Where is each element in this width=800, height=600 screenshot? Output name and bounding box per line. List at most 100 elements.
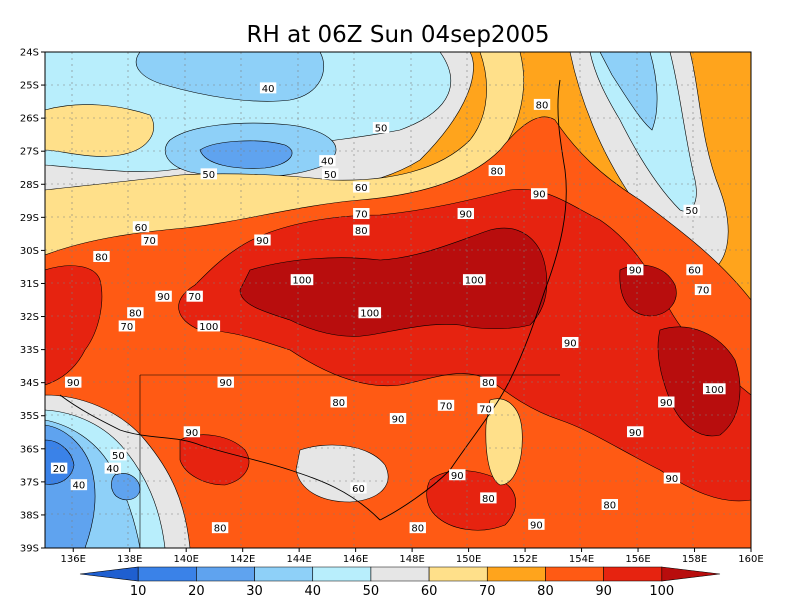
contour-label: 80 — [603, 501, 616, 512]
contour-label: 70 — [697, 286, 710, 297]
contour-label: 100 — [199, 322, 218, 333]
rh-band-50-east — [589, 52, 697, 212]
y-tick-label: 33S — [20, 345, 39, 356]
contour-label-box — [627, 426, 644, 438]
colorbar-label: 40 — [304, 584, 321, 599]
x-tick-label: 146E — [343, 554, 368, 565]
contour-label: 80 — [490, 167, 503, 178]
contour-label-box — [528, 518, 545, 530]
rh-patch-100-ne — [619, 264, 677, 317]
rh-band-70-left — [45, 104, 155, 157]
contour-label: 90 — [629, 428, 642, 439]
colorbar-label: 80 — [537, 584, 554, 599]
colorbar: 10 20 30 40 50 60 70 80 90 100 — [79, 566, 721, 599]
y-tick-label: 29S — [20, 213, 39, 224]
contour-label: 80 — [214, 524, 227, 535]
contour-label: 90 — [157, 292, 170, 303]
x-tick-label: 142E — [230, 554, 255, 565]
y-tick-label: 32S — [20, 312, 39, 323]
contour-label: 40 — [106, 464, 119, 475]
rh-patch-30 — [199, 140, 293, 169]
contour-label: 70 — [143, 236, 156, 247]
contour-label: 90 — [256, 236, 269, 247]
y-tick-label: 31S — [20, 279, 39, 290]
contour-label: 60 — [135, 223, 148, 234]
contour-label: 90 — [219, 378, 232, 389]
rh-patch-100-east — [657, 326, 741, 437]
contour-label: 70 — [355, 210, 368, 221]
state-border — [139, 374, 560, 548]
contour-label-box — [65, 376, 82, 388]
contour-label-box — [104, 462, 121, 474]
colorbar-swatch — [79, 566, 139, 582]
x-tick-label: 140E — [173, 554, 198, 565]
map-border — [44, 51, 752, 549]
contour-label-box — [480, 492, 497, 504]
x-tick-label: 150E — [456, 554, 481, 565]
contour-label-box — [457, 208, 474, 220]
contour-label-box — [658, 396, 675, 408]
x-tick-label: 160E — [738, 554, 763, 565]
contour-label: 100 — [360, 309, 379, 320]
contour-label: 90 — [185, 428, 198, 439]
rh-patch-30-b — [111, 473, 141, 501]
map-frame: 40 50 40 50 50 60 60 70 70 80 90 90 80 90 80 50 80 90 70 80… — [44, 51, 752, 549]
contour-label-box — [358, 307, 382, 319]
colorbar-swatch — [196, 566, 255, 582]
colorbar-swatch — [428, 566, 488, 582]
contour-label-box — [702, 383, 726, 395]
contour-label-box — [353, 224, 370, 236]
y-axis-ticks: 24S 25S 26S 27S 28S 29S 30S 31S 32S 33S 34S 35S 36S 3… — [20, 48, 45, 555]
colorbar-swatch — [312, 566, 372, 582]
coastline-east — [379, 79, 567, 521]
y-tick-label: 37S — [20, 477, 39, 488]
contour-label-box — [533, 98, 551, 110]
contour-label-box — [694, 284, 712, 296]
rh-patch-40-b — [135, 52, 325, 102]
contour-label: 90 — [530, 520, 543, 531]
contour-label-box — [330, 396, 347, 408]
contour-labels: 40 50 40 50 50 60 60 70 70 80 90 90 80 90 80 50 80 90 70 80… — [50, 82, 726, 535]
y-tick-label: 36S — [20, 444, 39, 455]
x-tick-label: 156E — [625, 554, 650, 565]
y-tick-label: 34S — [20, 378, 39, 389]
colorbar-swatch — [370, 566, 430, 582]
contour-label-box — [127, 307, 144, 319]
contour-label: 80 — [411, 524, 424, 535]
contour-label-box — [627, 264, 644, 276]
contour-label: 20 — [53, 464, 66, 475]
contour-label-box — [488, 165, 506, 177]
contour-label: 80 — [482, 378, 495, 389]
rh-patch-40-east — [599, 52, 658, 131]
contour-label-box — [183, 426, 201, 438]
contour-label: 80 — [95, 253, 108, 264]
contour-label-box — [322, 168, 339, 180]
y-tick-label: 35S — [20, 411, 39, 422]
contour-label-box — [353, 181, 370, 193]
contour-label-box — [70, 479, 88, 491]
contour-label: 50 — [324, 170, 337, 181]
x-tick-label: 144E — [286, 554, 311, 565]
contour-label-box — [353, 208, 370, 220]
colorbar-label: 20 — [188, 584, 205, 599]
colorbar-label: 60 — [421, 584, 438, 599]
contour-label-box — [462, 274, 486, 286]
contour-label-box — [477, 403, 494, 415]
rh-band-90-west — [45, 265, 103, 386]
contour-label: 70 — [440, 401, 453, 412]
colorbar-swatch — [661, 566, 721, 582]
contour-label-box — [319, 155, 336, 167]
contour-label: 80 — [536, 100, 549, 111]
contour-label: 40 — [321, 157, 334, 168]
contour-label: 90 — [564, 338, 577, 349]
x-tick-label: 158E — [682, 554, 707, 565]
contour-label: 100 — [705, 385, 724, 396]
contour-label-box — [132, 221, 150, 233]
contour-label: 90 — [629, 266, 642, 277]
contour-label-box — [259, 82, 277, 94]
contour-label-box — [141, 234, 158, 246]
contour-label-box — [155, 290, 172, 302]
x-tick-label: 136E — [61, 554, 86, 565]
contour-label: 40 — [73, 481, 86, 492]
